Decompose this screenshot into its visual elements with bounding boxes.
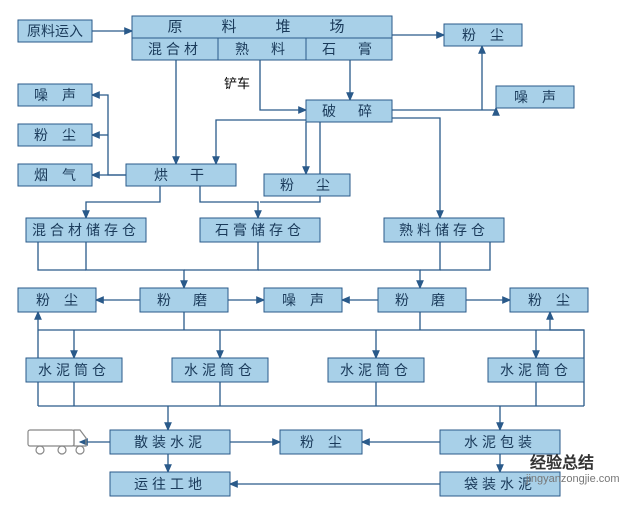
node-noise2: 噪 声 bbox=[496, 86, 574, 108]
annotation-shovel: 铲车 bbox=[224, 76, 250, 91]
node-dust3: 粉 尘 bbox=[264, 174, 350, 196]
node-dust2: 粉 尘 bbox=[18, 124, 92, 146]
node-label-silo3: 水泥筒仓 bbox=[340, 362, 412, 378]
node-site: 运往工地 bbox=[110, 472, 230, 496]
node-dust5: 粉 尘 bbox=[510, 288, 588, 312]
edge-dry-storeA bbox=[86, 186, 160, 218]
edge-yard_b-crush bbox=[260, 60, 306, 110]
node-label-storeA: 混合材储存仓 bbox=[32, 222, 140, 238]
node-storeC: 熟料储存仓 bbox=[384, 218, 504, 242]
node-label-noise1: 噪 声 bbox=[34, 87, 76, 103]
edge-crush-dry bbox=[216, 120, 306, 164]
node-bulk: 散装水泥 bbox=[110, 430, 230, 454]
edge-storeC_r-mill2r bbox=[440, 242, 490, 270]
node-label-dust3: 粉 尘 bbox=[280, 177, 334, 193]
node-label-pack: 水泥包装 bbox=[464, 434, 536, 450]
edge-crush-storeC bbox=[392, 118, 440, 218]
node-silo2: 水泥筒仓 bbox=[172, 358, 268, 382]
node-label-noise2: 噪 声 bbox=[514, 89, 556, 105]
node-label-site: 运往工地 bbox=[134, 476, 206, 492]
node-silo3: 水泥筒仓 bbox=[328, 358, 424, 382]
edge-storeB-mill2b bbox=[258, 270, 420, 288]
node-label-mill2: 粉 磨 bbox=[395, 292, 449, 308]
node-label-yard_c: 石 膏 bbox=[322, 41, 376, 57]
node-dust1: 粉 尘 bbox=[444, 24, 522, 46]
node-label-silo1: 水泥筒仓 bbox=[38, 362, 110, 378]
node-label-yard_a: 混合材 bbox=[148, 41, 202, 57]
node-label-silo4: 水泥筒仓 bbox=[500, 362, 572, 378]
watermark-line1: 经验总结 bbox=[530, 453, 594, 472]
node-noise3: 噪 声 bbox=[264, 288, 342, 312]
node-silo4: 水泥筒仓 bbox=[488, 358, 584, 382]
node-mill2: 粉 磨 bbox=[378, 288, 466, 312]
node-dust4: 粉 尘 bbox=[18, 288, 96, 312]
watermark-line2: jingyanzongjie.com bbox=[525, 473, 620, 485]
node-dust6: 粉 尘 bbox=[280, 430, 362, 454]
node-storeB: 石膏储存仓 bbox=[200, 218, 320, 242]
node-label-dust1: 粉 尘 bbox=[462, 27, 504, 43]
edge-storeA_down-line bbox=[38, 242, 86, 270]
node-storeA: 混合材储存仓 bbox=[26, 218, 146, 242]
node-yard: 原 料 堆 场 bbox=[132, 16, 392, 38]
edge-dry-storeB_branch bbox=[200, 186, 258, 218]
node-label-bulk: 散装水泥 bbox=[134, 434, 206, 450]
node-yard_c: 石 膏 bbox=[306, 38, 392, 60]
node-label-dust2: 粉 尘 bbox=[34, 127, 76, 143]
node-label-smoke: 烟 气 bbox=[34, 167, 76, 183]
node-label-mill1: 粉 磨 bbox=[157, 292, 211, 308]
node-noise1: 噪 声 bbox=[18, 84, 92, 106]
edge-storeC-mill2 bbox=[420, 242, 440, 270]
node-label-yard: 原 料 堆 场 bbox=[167, 19, 356, 36]
node-mill1: 粉 磨 bbox=[140, 288, 228, 312]
node-yard_a: 混合材 bbox=[132, 38, 218, 60]
node-raw_in: 原料运入 bbox=[18, 20, 92, 42]
node-label-dust5: 粉 尘 bbox=[528, 292, 570, 308]
truck-sketch bbox=[28, 430, 86, 454]
node-pack: 水泥包装 bbox=[440, 430, 560, 454]
node-label-crush: 破 碎 bbox=[322, 103, 376, 119]
edge-crush-noise2 bbox=[392, 108, 496, 110]
node-yard_b: 熟 料 bbox=[218, 38, 306, 60]
node-dry: 烘 干 bbox=[126, 164, 236, 186]
node-label-yard_b: 熟 料 bbox=[235, 41, 289, 57]
edge-storeB-mill1b bbox=[184, 242, 258, 270]
node-label-dry: 烘 干 bbox=[154, 167, 208, 183]
edge-storeA-mill1 bbox=[86, 242, 184, 288]
node-label-noise3: 噪 声 bbox=[282, 292, 324, 308]
node-label-storeB: 石膏储存仓 bbox=[215, 222, 305, 238]
node-label-raw_in: 原料运入 bbox=[27, 23, 83, 39]
node-label-dust4: 粉 尘 bbox=[36, 292, 78, 308]
node-label-dust6: 粉 尘 bbox=[300, 434, 342, 450]
node-crush: 破 碎 bbox=[306, 100, 392, 122]
node-label-storeC: 熟料储存仓 bbox=[399, 222, 489, 238]
node-silo1: 水泥筒仓 bbox=[26, 358, 122, 382]
node-label-silo2: 水泥筒仓 bbox=[184, 362, 256, 378]
node-smoke: 烟 气 bbox=[18, 164, 92, 186]
